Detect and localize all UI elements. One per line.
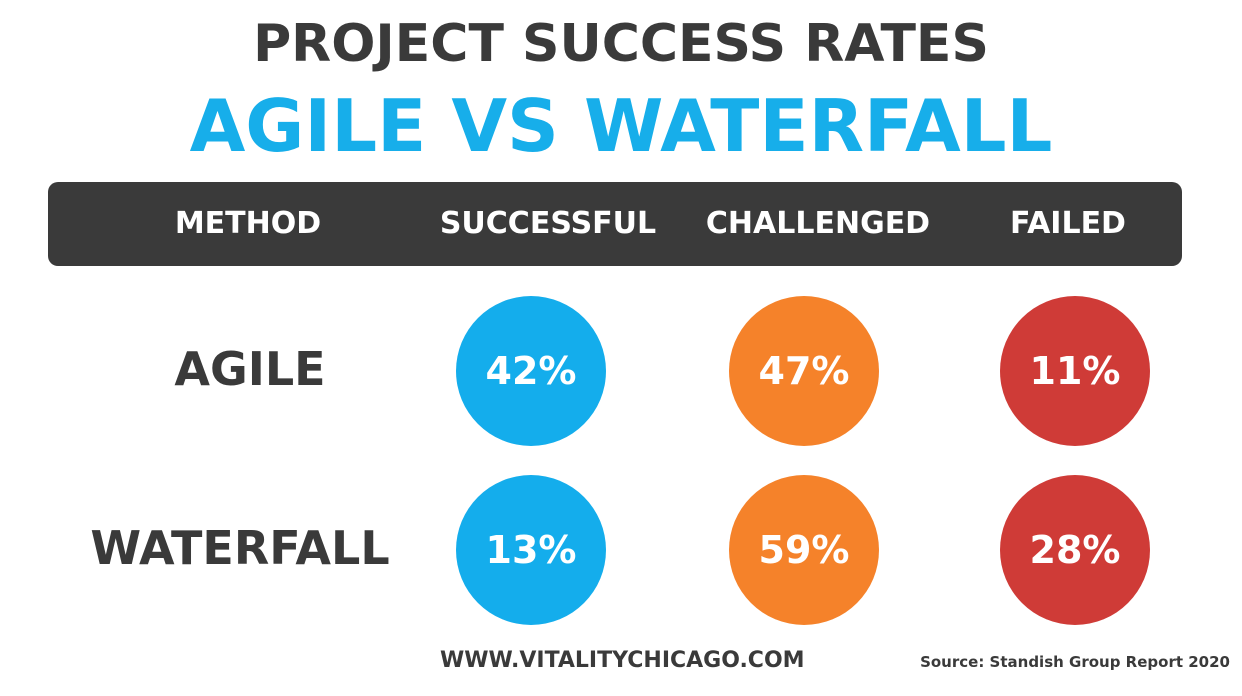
waterfall-failed-circle: 28% — [1000, 475, 1150, 625]
page-title: PROJECT SUCCESS RATES — [253, 14, 989, 74]
agile-successful-circle: 42% — [456, 296, 606, 446]
column-header-failed: FAILED — [1010, 206, 1126, 241]
page-subtitle: AGILE VS WATERFALL — [189, 84, 1053, 168]
waterfall-successful-circle: 13% — [456, 475, 606, 625]
footer-website: WWW.VITALITYCHICAGO.COM — [440, 648, 805, 673]
footer-source: Source: Standish Group Report 2020 — [920, 653, 1230, 671]
agile-failed-circle: 11% — [1000, 296, 1150, 446]
column-header-bar: METHOD SUCCESSFUL CHALLENGED FAILED — [48, 182, 1182, 266]
row-label-agile: AGILE — [174, 342, 326, 396]
column-header-successful: SUCCESSFUL — [439, 206, 657, 241]
row-label-waterfall: WATERFALL — [90, 521, 390, 575]
column-header-challenged: CHALLENGED — [705, 206, 931, 241]
column-header-method: METHOD — [174, 206, 322, 241]
waterfall-challenged-circle: 59% — [729, 475, 879, 625]
agile-challenged-circle: 47% — [729, 296, 879, 446]
